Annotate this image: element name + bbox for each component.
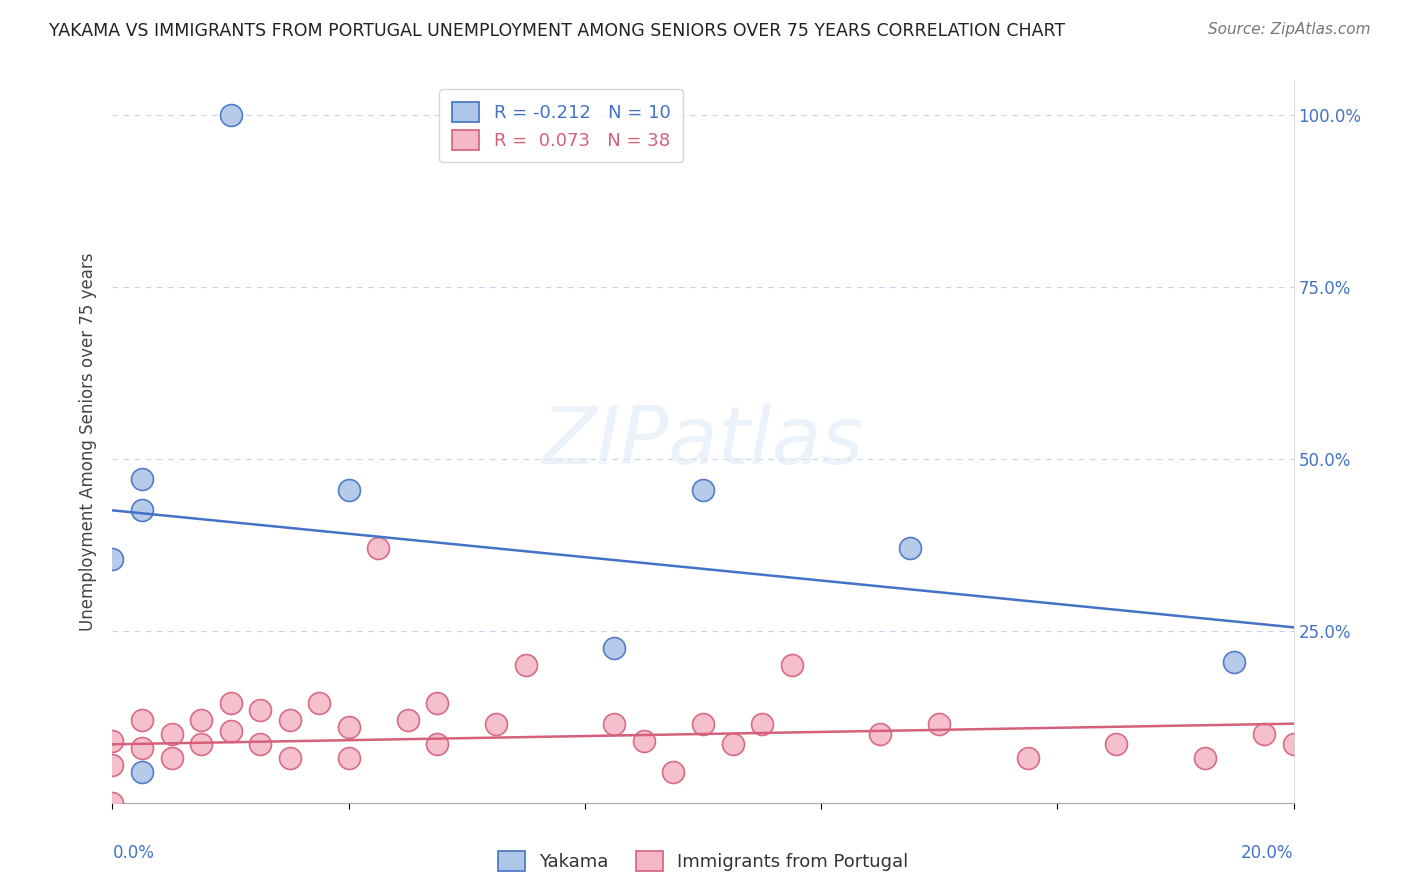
Point xyxy=(131,503,153,517)
Point xyxy=(1105,737,1128,751)
Text: 20.0%: 20.0% xyxy=(1241,845,1294,863)
Point xyxy=(367,541,389,556)
Point xyxy=(160,751,183,765)
Point xyxy=(249,737,271,751)
Legend: R = -0.212   N = 10, R =  0.073   N = 38: R = -0.212 N = 10, R = 0.073 N = 38 xyxy=(440,89,683,162)
Text: ZIPatlas: ZIPatlas xyxy=(541,402,865,481)
Point xyxy=(190,737,212,751)
Point xyxy=(751,716,773,731)
Point xyxy=(131,472,153,486)
Point xyxy=(308,696,330,710)
Text: YAKAMA VS IMMIGRANTS FROM PORTUGAL UNEMPLOYMENT AMONG SENIORS OVER 75 YEARS CORR: YAKAMA VS IMMIGRANTS FROM PORTUGAL UNEMP… xyxy=(49,22,1066,40)
Point xyxy=(603,716,626,731)
Point xyxy=(249,703,271,717)
Point xyxy=(692,483,714,497)
Point xyxy=(515,658,537,673)
Point xyxy=(898,541,921,556)
Point xyxy=(780,658,803,673)
Point xyxy=(278,751,301,765)
Text: 0.0%: 0.0% xyxy=(112,845,155,863)
Point xyxy=(190,713,212,727)
Point xyxy=(337,720,360,734)
Point xyxy=(278,713,301,727)
Point xyxy=(928,716,950,731)
Point xyxy=(219,723,242,738)
Point xyxy=(131,764,153,779)
Text: Source: ZipAtlas.com: Source: ZipAtlas.com xyxy=(1208,22,1371,37)
Point xyxy=(721,737,744,751)
Point xyxy=(101,758,124,772)
Point xyxy=(692,716,714,731)
Point xyxy=(219,108,242,122)
Point xyxy=(426,696,449,710)
Point xyxy=(1017,751,1039,765)
Point xyxy=(662,764,685,779)
Point xyxy=(131,713,153,727)
Point xyxy=(101,734,124,748)
Point xyxy=(219,696,242,710)
Point xyxy=(337,483,360,497)
Point xyxy=(633,734,655,748)
Point xyxy=(101,796,124,810)
Point xyxy=(337,751,360,765)
Point xyxy=(1223,655,1246,669)
Point xyxy=(1253,727,1275,741)
Point xyxy=(485,716,508,731)
Point xyxy=(131,740,153,755)
Point xyxy=(1282,737,1305,751)
Point xyxy=(160,727,183,741)
Point xyxy=(396,713,419,727)
Y-axis label: Unemployment Among Seniors over 75 years: Unemployment Among Seniors over 75 years xyxy=(79,252,97,631)
Point xyxy=(869,727,891,741)
Point xyxy=(426,737,449,751)
Legend: Yakama, Immigrants from Portugal: Yakama, Immigrants from Portugal xyxy=(491,844,915,879)
Point xyxy=(603,640,626,655)
Point xyxy=(1194,751,1216,765)
Point xyxy=(101,551,124,566)
